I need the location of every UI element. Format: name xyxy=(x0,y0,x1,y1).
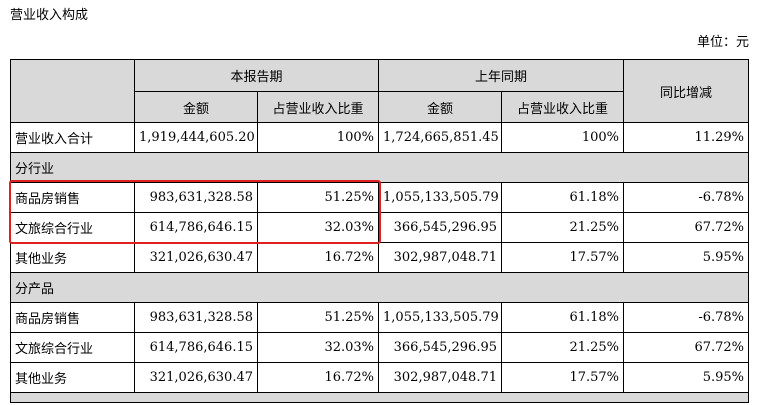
table-continuation-row xyxy=(9,392,750,403)
current-amount-cell: 1,919,444,605.20 xyxy=(134,122,258,153)
section-row-by-product: 分产品 xyxy=(9,272,750,303)
row-label: 文旅综合行业 xyxy=(10,332,135,363)
row-label: 商品房销售 xyxy=(10,182,135,213)
current-amount-cell: 983,631,328.58 xyxy=(134,182,258,213)
header-row-1: 本报告期 上年同期 同比增减 xyxy=(10,59,750,123)
current-amount-cell: 321,026,630.47 xyxy=(134,242,258,273)
prior-amount-cell: 1,055,133,505.79 xyxy=(378,302,503,333)
current-share-cell: 32.03% xyxy=(256,212,380,243)
prior-amount-cell: 366,545,296.95 xyxy=(378,212,503,243)
header-current-amount: 金额 xyxy=(134,91,258,123)
prior-share-cell: 21.25% xyxy=(501,212,625,243)
section-title: 分行业 xyxy=(9,152,750,183)
yoy-change-cell: -6.78% xyxy=(623,182,750,213)
table-row: 其他业务 321,026,630.47 16.72% 302,987,048.7… xyxy=(10,242,750,273)
prior-share-cell: 17.57% xyxy=(501,362,625,393)
header-prior-period: 上年同期 xyxy=(378,59,625,92)
prior-amount-cell: 1,055,133,505.79 xyxy=(378,182,503,213)
current-share-cell: 51.25% xyxy=(256,302,380,333)
header-current-period: 本报告期 xyxy=(133,59,380,92)
header-yoy-change: 同比增减 xyxy=(623,59,750,123)
header-blank-cell xyxy=(10,59,135,123)
prior-amount-cell: 302,987,048.71 xyxy=(378,362,503,393)
table-row: 商品房销售 983,631,328.58 51.25% 1,055,133,50… xyxy=(10,182,750,213)
revenue-composition-table: 本报告期 上年同期 同比增减 金额 占营业收入比重 金额 占营业收入比重 营业收… xyxy=(9,59,750,403)
header-row-2: 金额 占营业收入比重 金额 占营业收入比重 xyxy=(11,91,749,123)
row-label: 文旅综合行业 xyxy=(10,212,135,243)
prior-share-cell: 17.57% xyxy=(501,242,625,273)
current-amount-cell: 321,026,630.47 xyxy=(134,362,258,393)
prior-amount-cell: 302,987,048.71 xyxy=(378,242,503,273)
row-label: 其他业务 xyxy=(10,242,135,273)
yoy-change-cell: 67.72% xyxy=(623,212,750,243)
current-amount-cell: 983,631,328.58 xyxy=(134,302,258,333)
header-prior-share: 占营业收入比重 xyxy=(501,91,625,123)
table-row: 商品房销售 983,631,328.58 51.25% 1,055,133,50… xyxy=(10,302,750,333)
current-share-cell: 100% xyxy=(256,122,380,153)
yoy-change-cell: 5.95% xyxy=(623,242,750,273)
prior-share-cell: 21.25% xyxy=(501,332,625,363)
table-row: 文旅综合行业 614,786,646.15 32.03% 366,545,296… xyxy=(10,332,750,363)
current-share-cell: 16.72% xyxy=(256,362,380,393)
table-row: 文旅综合行业 614,786,646.15 32.03% 366,545,296… xyxy=(10,212,750,243)
prior-share-cell: 61.18% xyxy=(501,302,625,333)
total-row: 营业收入合计 1,919,444,605.20 100% 1,724,665,8… xyxy=(10,122,750,153)
prior-share-cell: 100% xyxy=(501,122,625,153)
header-prior-amount: 金额 xyxy=(378,91,503,123)
header-current-share: 占营业收入比重 xyxy=(256,91,380,123)
section-row-by-industry: 分行业 xyxy=(9,152,750,183)
document-title: 营业收入构成 xyxy=(10,8,89,23)
current-share-cell: 32.03% xyxy=(256,332,380,363)
prior-amount-cell: 366,545,296.95 xyxy=(378,332,503,363)
yoy-change-cell: 5.95% xyxy=(623,362,750,393)
current-amount-cell: 614,786,646.15 xyxy=(134,332,258,363)
row-label: 商品房销售 xyxy=(10,302,135,333)
table-row: 其他业务 321,026,630.47 16.72% 302,987,048.7… xyxy=(10,362,750,393)
yoy-change-cell: -6.78% xyxy=(623,302,750,333)
section-title: 分产品 xyxy=(9,272,750,303)
prior-amount-cell: 1,724,665,851.45 xyxy=(378,122,503,153)
row-label: 其他业务 xyxy=(10,362,135,393)
prior-share-cell: 61.18% xyxy=(501,182,625,213)
current-share-cell: 51.25% xyxy=(256,182,380,213)
row-label: 营业收入合计 xyxy=(10,122,135,153)
yoy-change-cell: 67.72% xyxy=(623,332,750,363)
continuation-cell xyxy=(9,392,750,403)
unit-note: 单位：元 xyxy=(696,35,749,50)
current-share-cell: 16.72% xyxy=(256,242,380,273)
yoy-change-cell: 11.29% xyxy=(623,122,750,153)
current-amount-cell: 614,786,646.15 xyxy=(134,212,258,243)
